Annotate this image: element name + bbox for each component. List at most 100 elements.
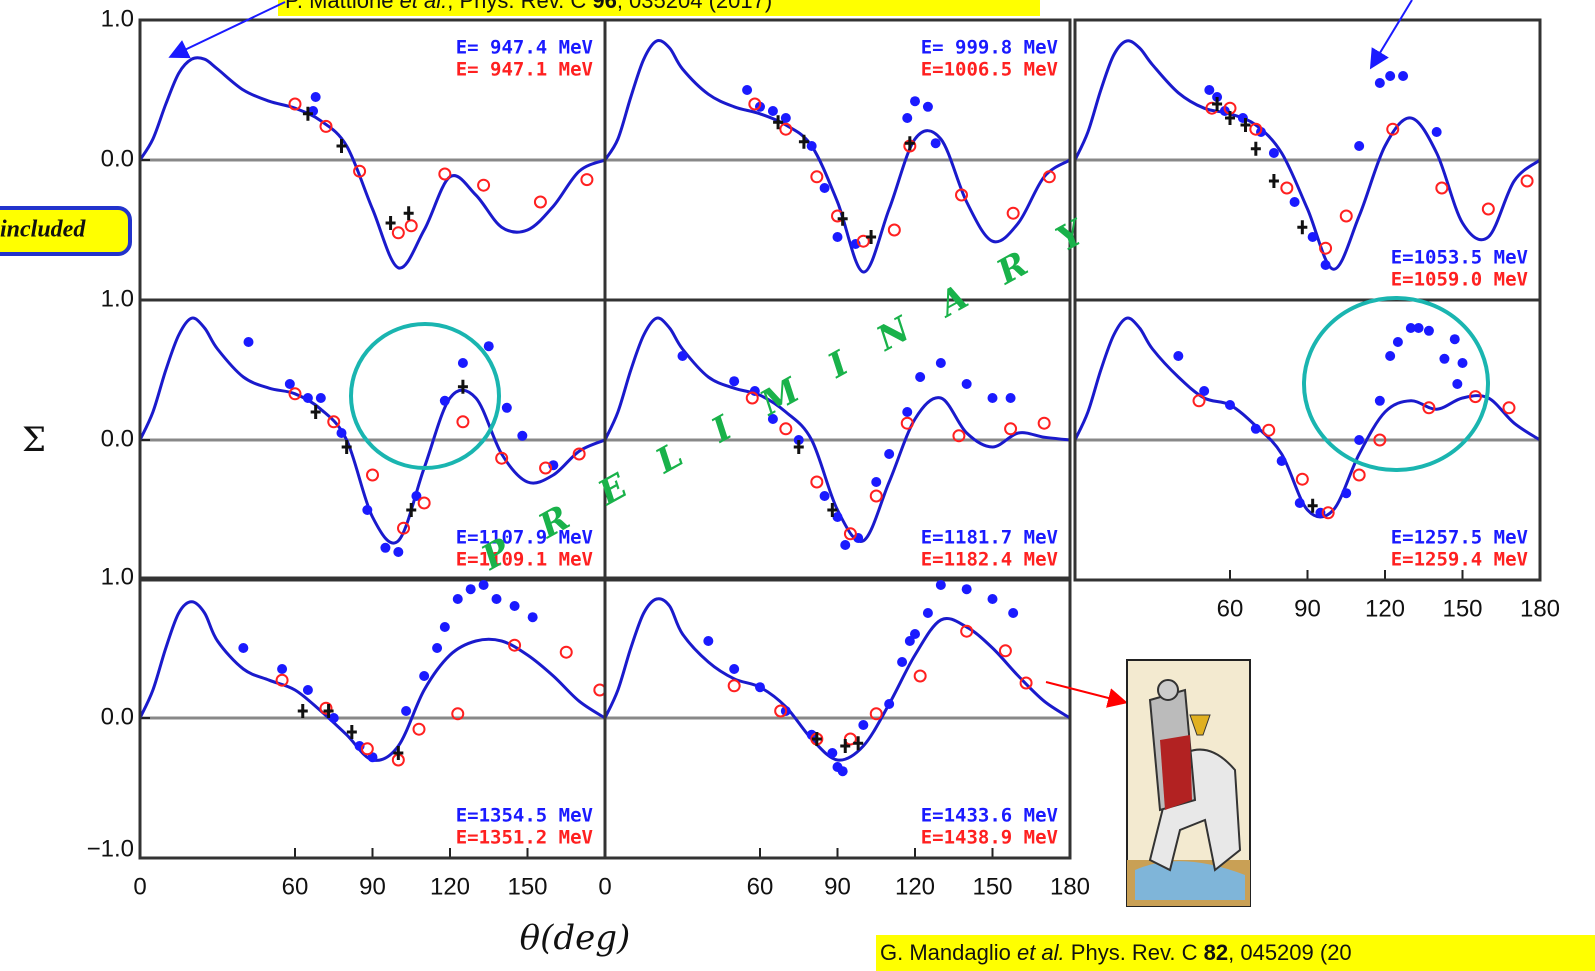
ref-text: , 045209 (20 (1228, 940, 1352, 965)
data-point (483, 341, 494, 352)
data-point (1449, 334, 1460, 345)
ref-text: G. Mandaglio (880, 940, 1017, 965)
ref-text: 82 (1204, 940, 1228, 965)
data-point (491, 594, 502, 604)
curve (1075, 316, 1540, 519)
data-point (748, 97, 762, 111)
data-point (539, 461, 553, 475)
legend-entry: E=1257.5 MeV (1391, 527, 1528, 549)
data-point (1385, 71, 1396, 81)
data-point (998, 644, 1012, 658)
data-point (869, 707, 883, 721)
data-point (533, 195, 547, 209)
data-point (1502, 401, 1516, 415)
data-point (315, 393, 326, 403)
y-tick-label: 1.0 (101, 563, 134, 590)
y-tick-label: 1.0 (101, 285, 134, 312)
data-point (1341, 488, 1352, 499)
data-point (960, 624, 974, 638)
data-point (1386, 122, 1400, 136)
data-point (987, 594, 998, 604)
data-point (930, 138, 941, 149)
legend-entry: E=1259.4 MeV (1391, 549, 1528, 571)
data-point (1374, 395, 1385, 406)
data-point (411, 491, 422, 501)
data-point (1297, 220, 1308, 235)
data-point (302, 685, 313, 695)
curve (1075, 39, 1540, 271)
data-point (1280, 181, 1294, 195)
data-point (310, 405, 321, 419)
ref-text: , Phys. Rev. C (447, 0, 592, 13)
data-point (866, 230, 877, 244)
data-point (1199, 386, 1210, 396)
data-point (1374, 78, 1385, 88)
data-point (677, 351, 688, 361)
data-point (1307, 232, 1318, 242)
panel: 1.0 0.0 −1.0 0 60 90 120 150 E=1354.5 MeVE=1351.… (87, 563, 607, 900)
y-tick-label: 1.0 (101, 5, 134, 32)
data-point (1240, 118, 1251, 132)
data-point (810, 475, 824, 489)
data-point (284, 379, 295, 389)
card-image (1126, 659, 1251, 907)
data-point (902, 407, 913, 417)
data-point (729, 376, 740, 387)
data-point (843, 527, 857, 541)
data-point (729, 664, 740, 674)
data-point (742, 85, 753, 95)
data-point (465, 584, 476, 595)
data-point (323, 704, 334, 718)
data-point (904, 636, 915, 646)
x-tick-label: 0 (133, 873, 146, 900)
panel-frame (603, 298, 1072, 582)
data-point (703, 636, 714, 646)
data-point (346, 725, 357, 739)
data-point (827, 748, 838, 758)
data-point (452, 594, 463, 604)
data-point (477, 178, 491, 192)
y-axis-label: Σ (22, 420, 46, 460)
data-point (1405, 323, 1416, 333)
data-point (319, 119, 333, 133)
watermark: P R E L I M I N A R Y (474, 206, 1103, 579)
data-point (904, 136, 915, 151)
data-point (1225, 111, 1235, 125)
y-tick-label: 0.0 (101, 703, 134, 730)
data-point (1192, 394, 1206, 408)
data-point (935, 358, 946, 368)
data-point (1295, 472, 1309, 486)
x-tick-label: 120 (1365, 595, 1405, 622)
data-point (819, 183, 830, 193)
data-point (1249, 122, 1263, 136)
data-point (302, 393, 313, 403)
data-point (1398, 71, 1409, 81)
data-point (360, 742, 374, 756)
data-point (501, 402, 512, 413)
curve (605, 316, 1070, 543)
data-point (391, 226, 405, 240)
data-point (910, 96, 920, 107)
data-point (1392, 337, 1403, 347)
data-point (1339, 209, 1353, 223)
data-point (310, 92, 321, 102)
data-point (961, 584, 972, 595)
x-tick-label: 150 (507, 873, 547, 900)
data-point (393, 746, 404, 760)
arrow (1045, 681, 1128, 708)
data-point (297, 704, 308, 718)
data-point (319, 701, 333, 715)
data-point (1457, 358, 1468, 368)
data-point (1294, 498, 1305, 508)
legend-entry: E=1438.9 MeV (921, 827, 1058, 849)
data-point (559, 645, 573, 659)
data-point (1212, 97, 1223, 111)
data-point (366, 468, 379, 482)
data-point (1452, 379, 1463, 389)
data-point (385, 216, 396, 230)
data-point (1250, 141, 1261, 156)
reference-box (278, 0, 1040, 16)
